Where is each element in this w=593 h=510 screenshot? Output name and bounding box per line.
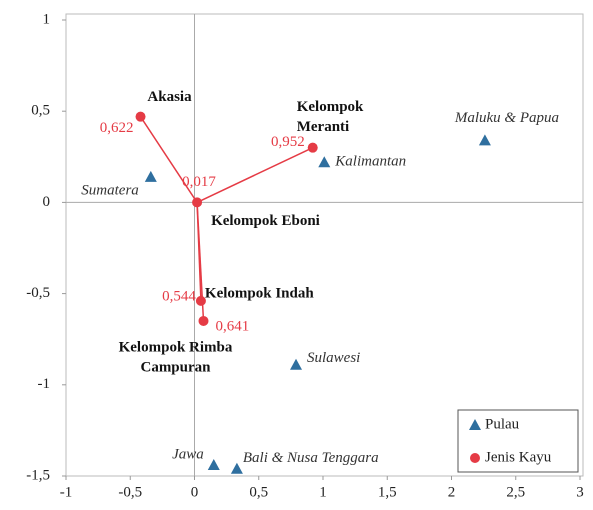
- point-label: Sulawesi: [307, 350, 360, 366]
- x-tick-label: 2: [448, 484, 456, 500]
- y-tick-label: -0,5: [26, 285, 50, 301]
- legend-label: Pulau: [485, 416, 520, 432]
- point-label: Campuran: [140, 359, 211, 375]
- point-label: Kelompok Indah: [205, 285, 314, 301]
- y-tick-label: 0,5: [31, 103, 50, 119]
- connector: [196, 147, 314, 204]
- x-tick-label: 2,5: [506, 484, 525, 500]
- point-label: Kelompok: [297, 99, 364, 115]
- point-note: 0,952: [271, 134, 305, 150]
- point: [135, 111, 146, 122]
- point-note: 0,544: [162, 288, 196, 304]
- x-tick-label: 0,5: [249, 484, 268, 500]
- point: [207, 459, 220, 471]
- point: [230, 462, 243, 474]
- legend-marker: [470, 453, 480, 463]
- point-label: Maluku & Papua: [454, 110, 559, 126]
- point-note: 0,017: [182, 174, 216, 190]
- point: [307, 142, 318, 153]
- x-tick-label: -1: [60, 484, 73, 500]
- point-label: Sumatera: [81, 182, 139, 198]
- point: [192, 197, 203, 208]
- point-note: 0,622: [100, 120, 134, 136]
- x-tick-label: -0,5: [118, 484, 142, 500]
- connector: [139, 116, 198, 203]
- point: [144, 170, 157, 182]
- point-label: Kalimantan: [334, 154, 406, 170]
- x-tick-label: 1,5: [378, 484, 397, 500]
- legend: Pulau Jenis Kayu: [457, 409, 579, 473]
- x-tick-label: 1: [319, 484, 327, 500]
- point: [198, 315, 209, 326]
- x-tick-label: 3: [576, 484, 584, 500]
- y-tick-label: 1: [43, 11, 51, 27]
- point-label: Kelompok Rimba: [119, 339, 233, 355]
- point-label: Meranti: [297, 119, 349, 135]
- point: [318, 156, 331, 168]
- legend-label: Jenis Kayu: [485, 449, 552, 465]
- point-label: Bali & Nusa Tenggara: [243, 450, 379, 466]
- point-note: 0,641: [215, 318, 249, 334]
- point: [478, 134, 491, 146]
- point-label: Akasia: [147, 89, 192, 105]
- point: [290, 358, 303, 370]
- x-tick-label: 0: [191, 484, 199, 500]
- plot-frame: [65, 13, 584, 477]
- point: [195, 295, 206, 306]
- point-label: Jawa: [172, 446, 204, 462]
- y-tick-label: -1: [38, 376, 51, 392]
- y-tick-label: -1,5: [26, 467, 50, 483]
- legend-marker: [469, 419, 481, 430]
- y-tick-label: 0: [43, 194, 51, 210]
- point-label: Kelompok Eboni: [211, 213, 320, 229]
